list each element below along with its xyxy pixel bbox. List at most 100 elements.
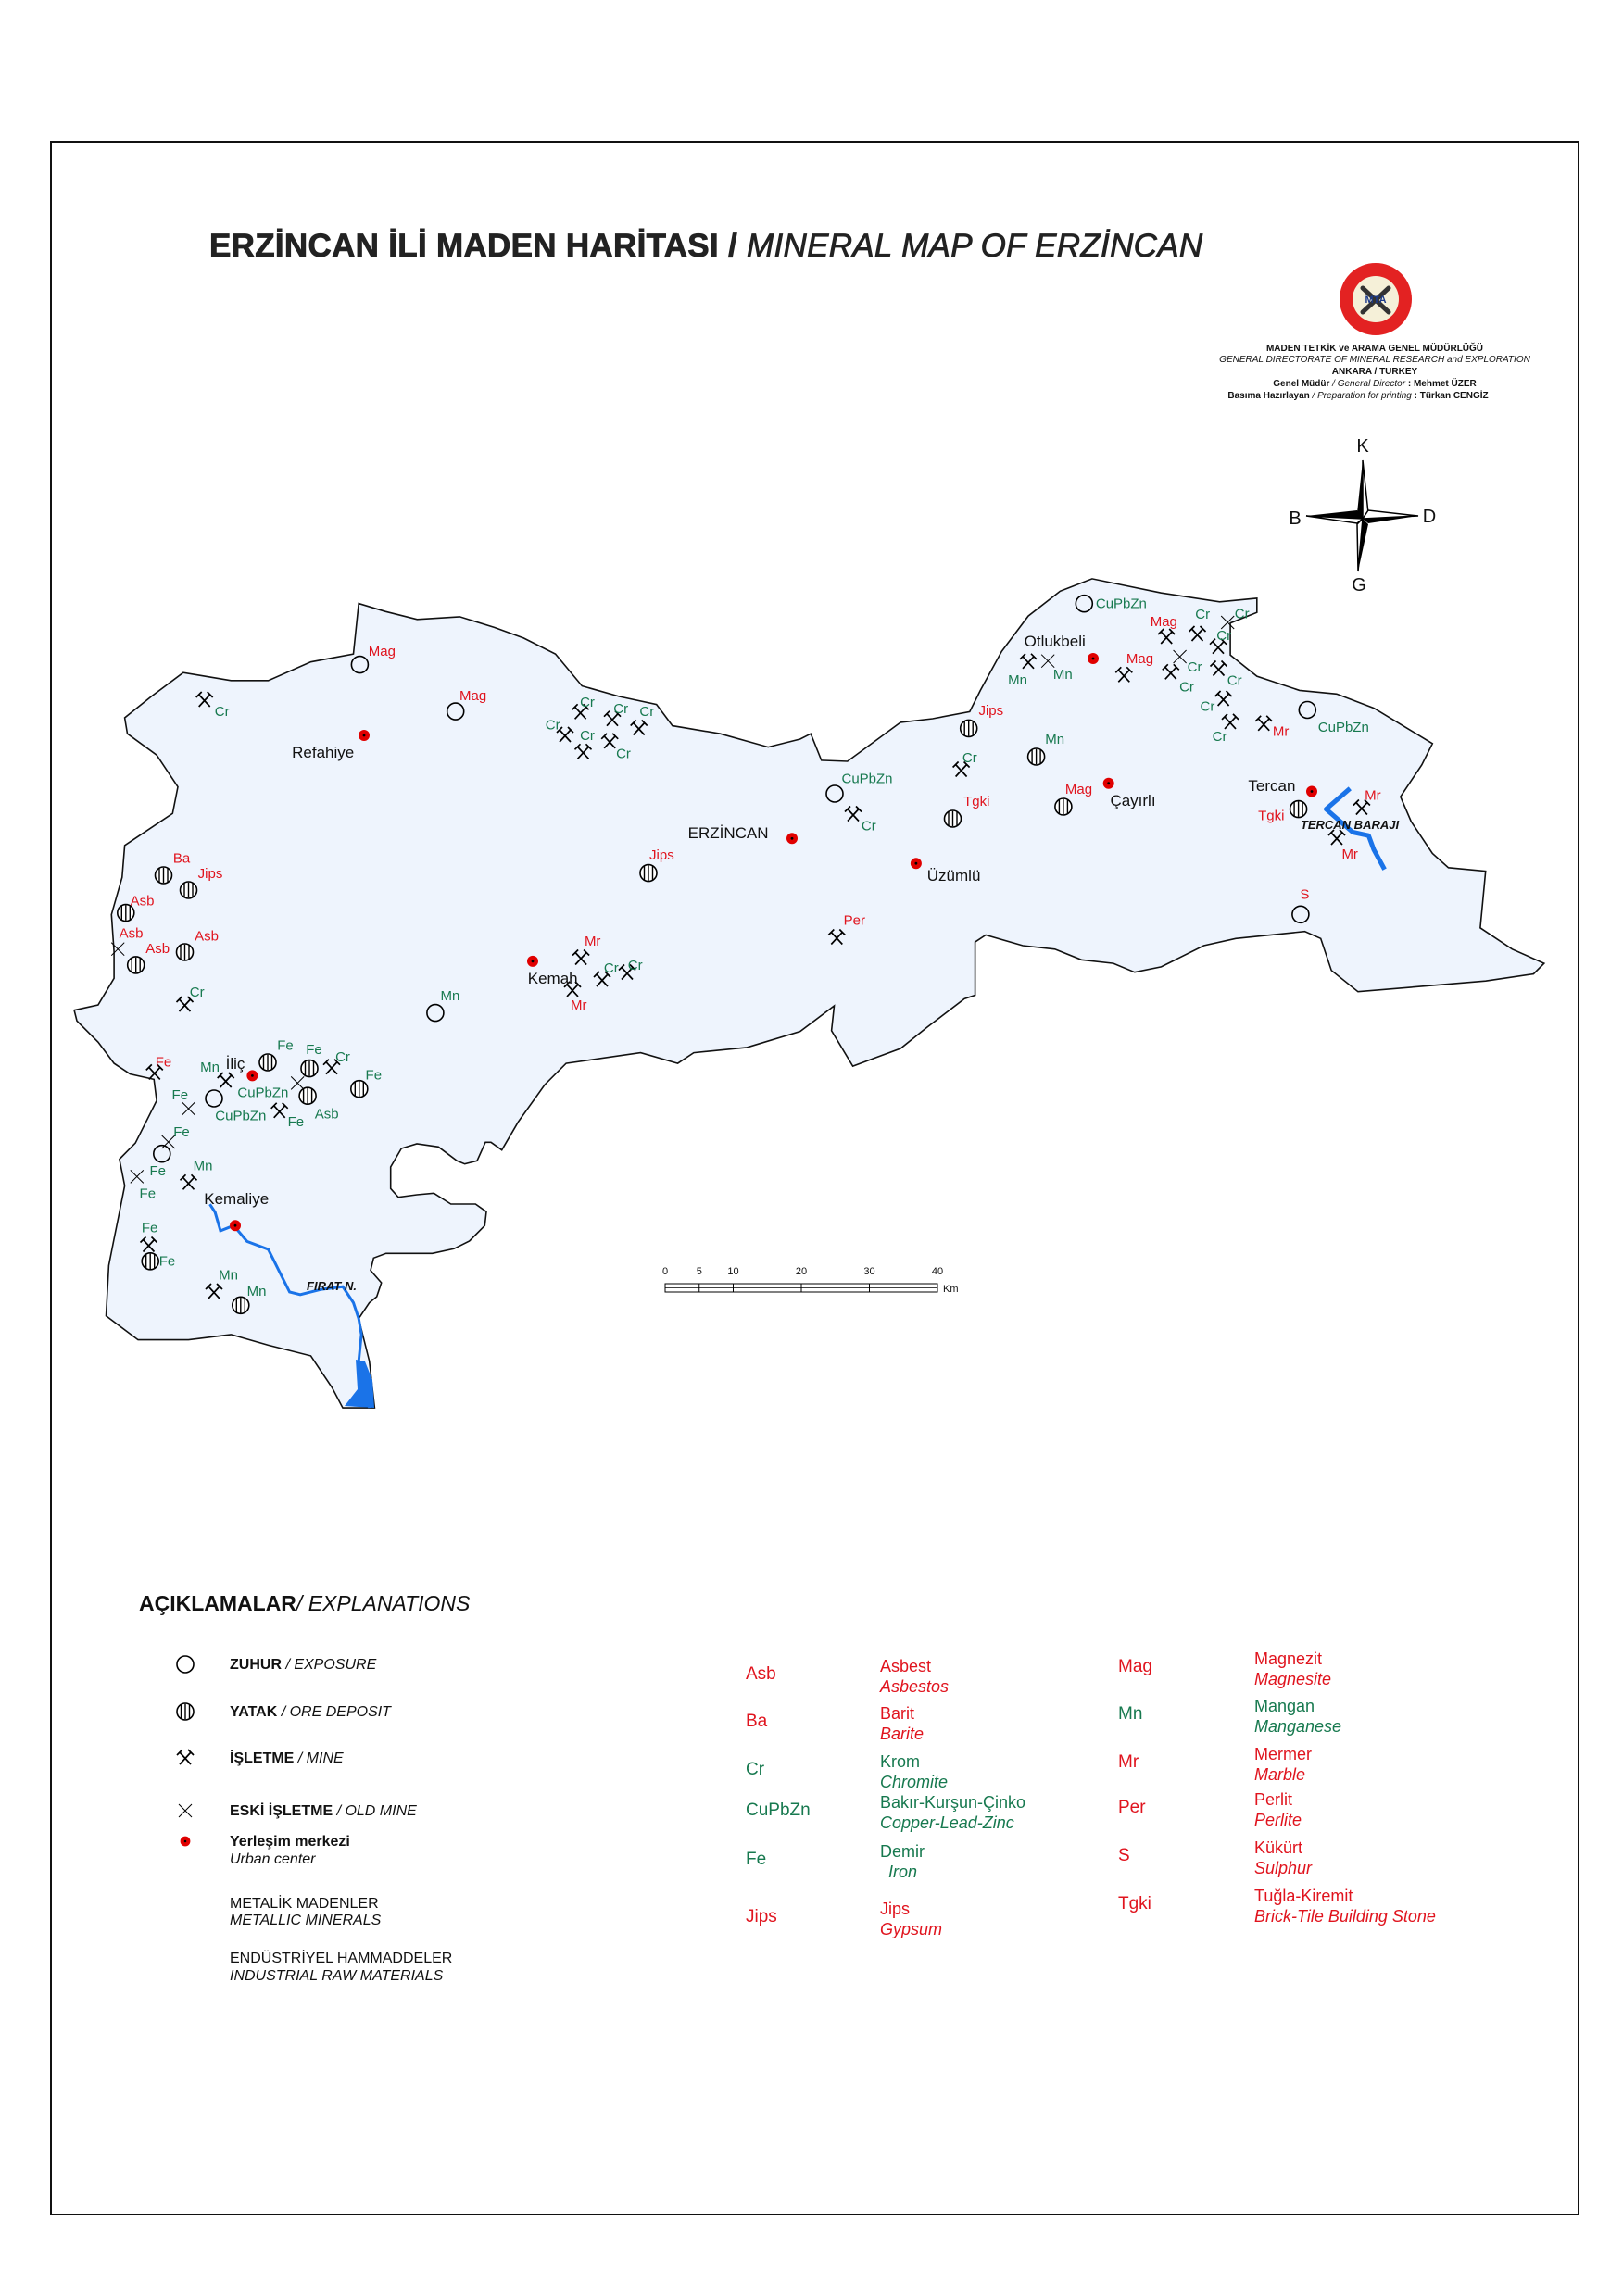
ore-deposit-icon <box>349 1079 369 1098</box>
legend-mineral-jips: Jips Jips Gypsum <box>746 1900 942 1938</box>
legend-item-tr: İŞLETME <box>230 1750 295 1766</box>
mineral-name-en: Asbestos <box>879 1677 949 1696</box>
scale-tick-label: 20 <box>796 1266 807 1277</box>
mineral-site-label: Fe <box>173 1124 190 1140</box>
ore-deposit-icon <box>639 863 658 883</box>
mineral-site-cr: Cr <box>1188 607 1210 642</box>
mineral-name-en: Marble <box>1254 1765 1305 1784</box>
legend-mineral-mr: Mr Mermer Marble <box>1118 1745 1312 1784</box>
mineral-site-label: Per <box>844 912 865 928</box>
mineral-site-label: Cr <box>1195 607 1210 622</box>
mineral-site-label: Fe <box>288 1114 305 1130</box>
mineral-name-tr: Kükürt <box>1254 1838 1302 1857</box>
mineral-site-label: Mn <box>440 988 459 1004</box>
legend-item-deposit: YATAK / ORE DEPOSIT <box>176 1702 392 1721</box>
mineral-name-tr: Asbest <box>880 1657 931 1675</box>
legend-item-en: / ORE DEPOSIT <box>277 1704 392 1720</box>
legend-mineral-asb: Asb Asbest Asbestos <box>746 1657 949 1696</box>
mineral-site-jips: Jips <box>639 847 674 883</box>
svg-text:MTA: MTA <box>1365 295 1386 306</box>
ore-deposit-icon <box>231 1296 250 1315</box>
mineral-site-label: Mn <box>200 1060 220 1075</box>
mineral-site-label: CuPbZn <box>1318 720 1369 735</box>
mine-icon <box>603 710 622 727</box>
mineral-site-label: S <box>1300 887 1309 903</box>
title-tr: ERZİNCAN İLİ MADEN HARİTASI / <box>209 228 737 264</box>
mineral-site-fe: Fe <box>172 1087 195 1116</box>
mineral-site-s: S <box>1291 887 1310 924</box>
mineral-site-label: Cr <box>580 695 595 710</box>
prep-line: Basıma Hazırlayan / Preparation for prin… <box>1227 389 1488 401</box>
mineral-site-label: Fe <box>172 1087 189 1103</box>
mineral-site-label: Asb <box>131 893 155 909</box>
urban-center-icon <box>246 1070 258 1082</box>
mine-icon <box>179 1173 198 1190</box>
mineral-site-label: CuPbZn <box>841 771 892 786</box>
mineral-site-cr: Cr <box>1209 628 1231 655</box>
old-mine-icon <box>1173 649 1187 664</box>
institution-name-tr: MADEN TETKİK ve ARAMA GENEL MÜDÜRLÜĞÜ <box>1266 342 1483 354</box>
mineral-site-label: Cr <box>580 728 595 744</box>
mineral-site-jips: Jips <box>179 866 222 899</box>
old-mine-icon <box>110 942 125 957</box>
water-label-firat: FIRAT N. <box>307 1279 357 1293</box>
ore-deposit-icon <box>154 866 173 885</box>
mine-icon <box>572 948 590 966</box>
exposure-icon <box>1291 905 1310 924</box>
mineral-site-label: CuPbZn <box>215 1108 266 1123</box>
exposure-icon <box>426 1003 445 1023</box>
exposure-icon <box>1075 594 1094 613</box>
mine-icon <box>270 1102 289 1119</box>
legend-mineral-table: Asb Asbest Asbestos Ba Barit Barite Cr Krom Chro… <box>746 1650 1436 1938</box>
urban-center-icon <box>527 955 538 967</box>
exposure-icon <box>153 1144 171 1163</box>
mineral-site-mag: Mag <box>1151 614 1177 645</box>
place-6: Çayırlı <box>1102 777 1156 809</box>
mine-icon <box>217 1072 235 1088</box>
mine-icon <box>1214 690 1233 707</box>
mineral-site-mr: Mr <box>1352 787 1381 816</box>
mineral-site-label: Cr <box>335 1049 350 1065</box>
mineral-name-en: Copper-Lead-Zinc <box>880 1813 1014 1832</box>
mineral-site-label: Fe <box>140 1186 157 1202</box>
mineral-site-label: Ba <box>173 851 191 867</box>
urban-center-icon <box>786 833 798 845</box>
exposure-icon <box>176 1655 195 1674</box>
legend-industrial-tr: ENDÜSTRİYEL HAMMADDELER <box>230 1949 452 1966</box>
scale-unit: Km <box>943 1284 959 1295</box>
director-tr: Genel Müdür <box>1273 379 1329 389</box>
legend-item-tr: Yerleşim merkezi <box>230 1834 350 1850</box>
mineral-site-per: Per <box>827 912 865 946</box>
mineral-site-mn: Mn <box>179 1158 212 1190</box>
mineral-site-cr: Cr <box>195 691 230 720</box>
mineral-site-label: Cr <box>639 704 654 720</box>
legend-mineral-s: S Kükürt Sulphur <box>1118 1838 1313 1877</box>
compass-east: D <box>1423 507 1436 527</box>
mineral-site-mn: Mn <box>231 1284 266 1315</box>
legend-item-text: ZUHUR / EXPOSURE <box>230 1657 377 1673</box>
place-8: Tercan <box>1248 777 1317 797</box>
mineral-site-fe: Fe <box>141 1252 175 1271</box>
ore-deposit-icon <box>943 809 962 828</box>
old-mine-icon <box>178 1803 193 1818</box>
compass-north: K <box>1356 436 1369 457</box>
legend-item-text: İŞLETME / MINE <box>230 1750 344 1766</box>
mineral-name-en: Iron <box>888 1863 917 1881</box>
mineral-site-fe: Fe <box>145 1054 171 1080</box>
mineral-name-en: Chromite <box>880 1773 948 1791</box>
mineral-site-label: Mr <box>1341 847 1358 862</box>
mineral-site-cr: Cr <box>593 960 619 987</box>
mine-icon <box>618 963 636 981</box>
mineral-abbr: Mr <box>1118 1752 1139 1772</box>
mineral-name-en: Perlite <box>1254 1811 1302 1829</box>
mineral-name-tr: Mermer <box>1254 1745 1312 1763</box>
mineral-site-label: Cr <box>616 746 631 761</box>
map-title: ERZİNCAN İLİ MADEN HARİTASI / MINERAL MA… <box>209 228 1203 264</box>
mineral-site-label: Fe <box>277 1038 294 1054</box>
legend-item-en: Urban center <box>230 1851 316 1867</box>
mineral-site-cupbzn: CuPbZn <box>237 1076 305 1101</box>
mine-icon <box>195 691 214 708</box>
mine-icon <box>573 743 593 759</box>
mineral-abbr: Mag <box>1118 1657 1152 1676</box>
mine-icon <box>951 760 971 778</box>
